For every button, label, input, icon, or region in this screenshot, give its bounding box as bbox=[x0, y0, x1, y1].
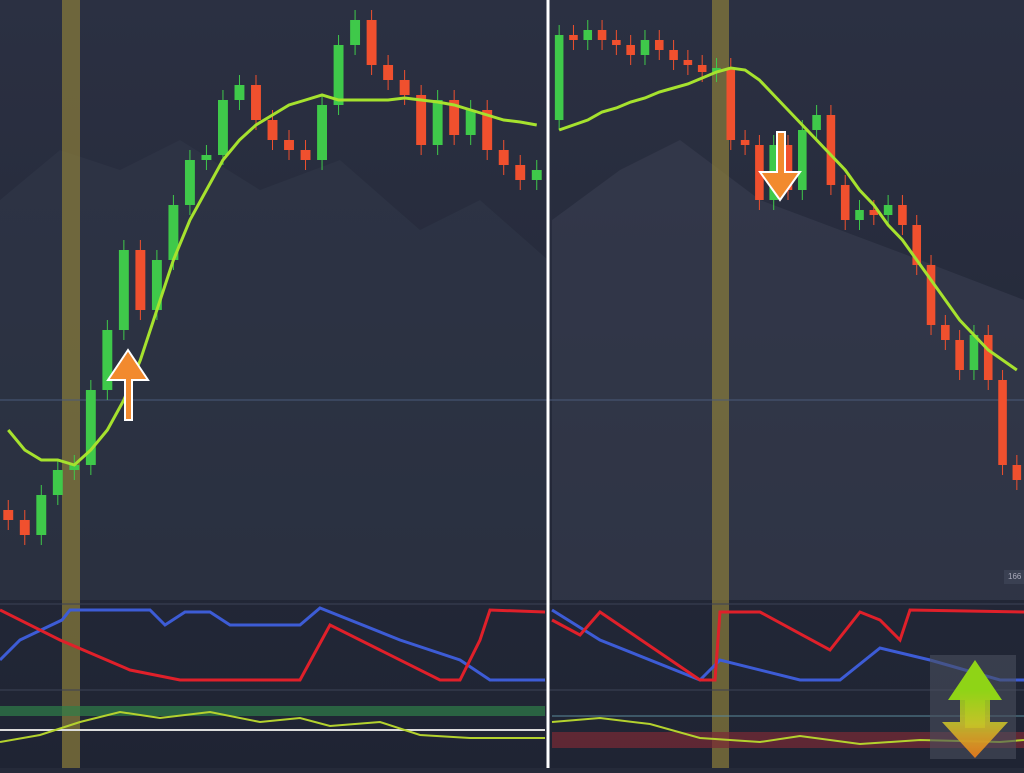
candle-body bbox=[640, 40, 650, 55]
oscillator-line bbox=[551, 608, 1024, 682]
down-arrow bbox=[758, 131, 802, 202]
logo-down bbox=[942, 690, 1008, 758]
candle-body bbox=[333, 45, 344, 105]
candle-body bbox=[350, 20, 361, 45]
candle-body bbox=[883, 205, 893, 215]
candle-body bbox=[102, 330, 113, 390]
candle-body bbox=[85, 390, 96, 465]
mountain bbox=[0, 140, 548, 600]
candle-body bbox=[317, 105, 327, 160]
zone bbox=[0, 706, 545, 716]
candle-body bbox=[465, 110, 476, 135]
up-arrow bbox=[106, 348, 150, 421]
candle-body bbox=[482, 110, 493, 150]
candle-body bbox=[783, 145, 793, 190]
candle-body bbox=[612, 40, 621, 45]
candle-body bbox=[251, 85, 261, 120]
candle-body bbox=[19, 520, 30, 535]
candle-body bbox=[969, 335, 979, 370]
candle-body bbox=[597, 30, 607, 40]
candle-body bbox=[135, 250, 146, 310]
candle-body bbox=[798, 130, 807, 190]
candle-body bbox=[569, 35, 578, 40]
candle-body bbox=[583, 30, 593, 40]
zone bbox=[552, 732, 1024, 748]
candle-body bbox=[669, 50, 678, 60]
candle-body bbox=[399, 80, 410, 95]
candle-body bbox=[69, 465, 80, 470]
candle-body bbox=[300, 150, 311, 160]
candle-body bbox=[898, 205, 907, 225]
candle-body bbox=[712, 68, 721, 72]
candle-body bbox=[284, 140, 294, 150]
moving-average bbox=[558, 66, 1018, 372]
candle-body bbox=[683, 60, 693, 65]
candle-body bbox=[201, 155, 212, 160]
candle-body bbox=[912, 225, 922, 265]
candle-body bbox=[36, 495, 47, 535]
candle-body bbox=[234, 85, 245, 100]
oscillator-line bbox=[0, 606, 545, 682]
highlight-band bbox=[62, 0, 80, 768]
candle-body bbox=[531, 170, 542, 180]
candle-body bbox=[416, 95, 427, 145]
price-tag-box bbox=[1004, 570, 1024, 584]
candle-body bbox=[840, 185, 850, 220]
oscillator-line bbox=[0, 710, 545, 743]
candle-body bbox=[3, 510, 14, 520]
candle-body bbox=[812, 115, 821, 130]
candle-body bbox=[926, 265, 936, 325]
candle-body bbox=[869, 210, 879, 215]
candle-body bbox=[697, 65, 707, 72]
candle-body bbox=[218, 100, 228, 155]
candle-body bbox=[1012, 465, 1022, 480]
candle-body bbox=[941, 325, 950, 340]
candle-body bbox=[498, 150, 509, 165]
candle-body bbox=[267, 120, 278, 140]
candle-body bbox=[955, 340, 964, 370]
candle-body bbox=[998, 380, 1007, 465]
plot bbox=[3, 10, 1022, 545]
candle-body bbox=[554, 35, 564, 120]
candle-body bbox=[168, 205, 179, 260]
candle-body bbox=[366, 20, 377, 65]
candle-body bbox=[151, 260, 162, 310]
price-tag: 166 bbox=[1008, 572, 1022, 581]
candle-body bbox=[626, 45, 635, 55]
candle-body bbox=[740, 140, 750, 145]
candle-body bbox=[52, 470, 63, 495]
candle-body bbox=[855, 210, 864, 220]
oscillator-line bbox=[0, 608, 546, 682]
candle-body bbox=[432, 100, 443, 145]
candle-body bbox=[118, 250, 129, 330]
highlight-band bbox=[712, 0, 729, 768]
mountain bbox=[552, 140, 1024, 600]
candle-body bbox=[383, 65, 394, 80]
candle-body bbox=[826, 115, 836, 185]
candle-body bbox=[449, 100, 460, 135]
moving-average bbox=[7, 93, 538, 467]
candle-body bbox=[983, 335, 993, 380]
candle-body bbox=[515, 165, 526, 180]
candle-body bbox=[654, 40, 664, 50]
candle-body bbox=[184, 160, 195, 205]
candle-body bbox=[726, 68, 736, 140]
